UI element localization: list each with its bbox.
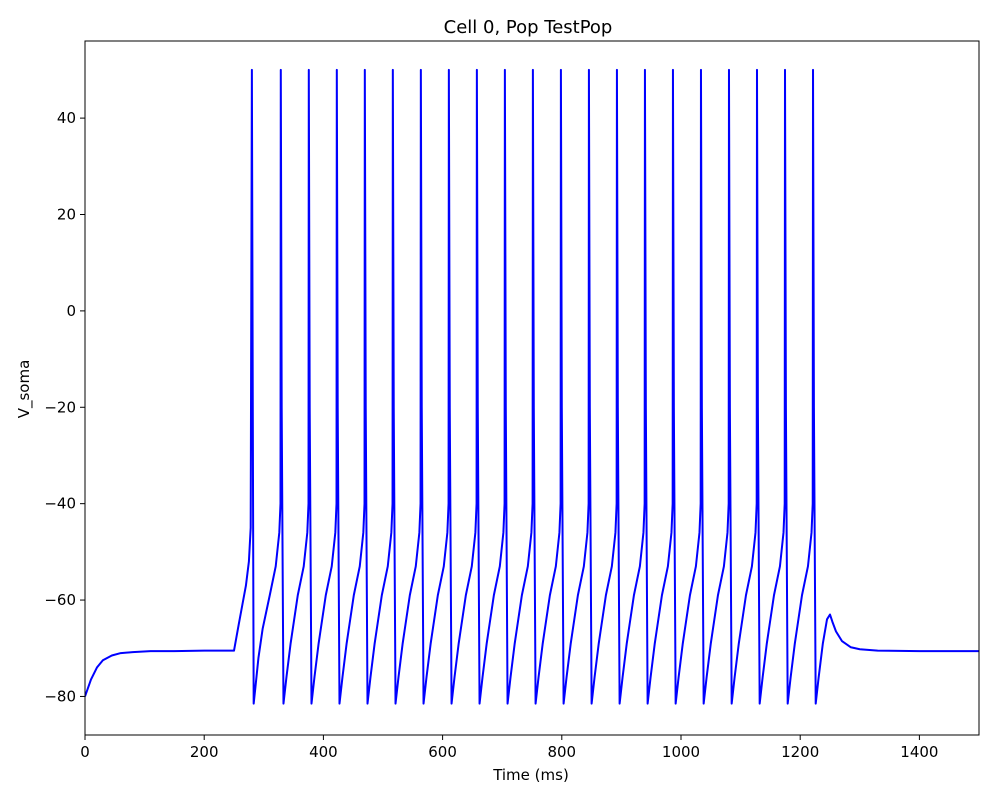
x-axis-label: Time (ms) — [492, 766, 569, 784]
x-tick-label: 200 — [190, 743, 219, 761]
y-tick-label: −20 — [44, 398, 76, 416]
x-axis: 0 200 400 600 800 1000 1200 1400 — [80, 735, 938, 761]
series-line-0 — [85, 68, 979, 705]
x-tick-label: 0 — [80, 743, 90, 761]
y-axis: −80 −60 −40 −20 0 20 40 — [44, 109, 85, 705]
y-tick-label: 20 — [57, 206, 76, 224]
y-tick-label: 40 — [57, 109, 76, 127]
chart-title: Cell 0, Pop TestPop — [444, 17, 613, 38]
x-tick-label: 600 — [428, 743, 457, 761]
x-tick-label: 1200 — [781, 743, 819, 761]
y-axis-label: V_soma — [15, 360, 34, 419]
x-tick-label: 800 — [547, 743, 576, 761]
y-tick-label: −40 — [44, 495, 76, 513]
y-tick-label: 0 — [66, 302, 76, 320]
x-tick-label: 1400 — [900, 743, 938, 761]
plot-frame — [84, 40, 980, 736]
y-tick-label: −60 — [44, 591, 76, 609]
x-tick-label: 400 — [309, 743, 338, 761]
y-tick-label: −80 — [44, 687, 76, 705]
x-tick-label: 1000 — [662, 743, 700, 761]
plot-area — [85, 68, 979, 705]
